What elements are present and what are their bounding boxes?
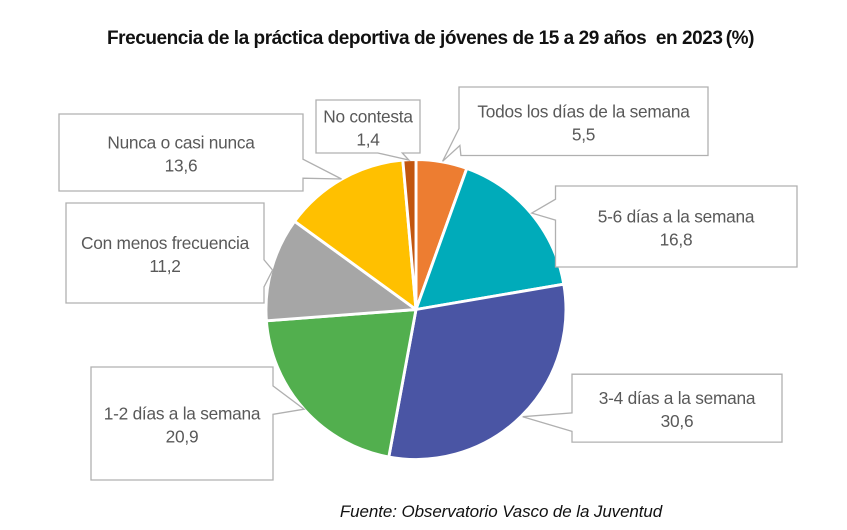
svg-text:Nunca o casi nunca: Nunca o casi nunca bbox=[107, 133, 255, 153]
svg-text:No contesta: No contesta bbox=[323, 107, 413, 127]
svg-text:5,5: 5,5 bbox=[572, 124, 595, 144]
svg-text:16,8: 16,8 bbox=[660, 230, 693, 250]
svg-text:1-2 días a la semana: 1-2 días a la semana bbox=[104, 404, 261, 424]
svg-text:Todos los días de la semana: Todos los días de la semana bbox=[477, 101, 690, 121]
svg-text:30,6: 30,6 bbox=[661, 411, 694, 431]
svg-text:20,9: 20,9 bbox=[166, 427, 199, 447]
svg-text:1,4: 1,4 bbox=[356, 130, 380, 150]
svg-text:5-6 días a la semana: 5-6 días a la semana bbox=[598, 207, 755, 227]
svg-text:3-4 días a la semana: 3-4 días a la semana bbox=[599, 388, 756, 408]
svg-text:13,6: 13,6 bbox=[165, 156, 198, 176]
svg-text:11,2: 11,2 bbox=[149, 256, 180, 276]
svg-text:Con menos frecuencia: Con menos frecuencia bbox=[81, 233, 250, 253]
